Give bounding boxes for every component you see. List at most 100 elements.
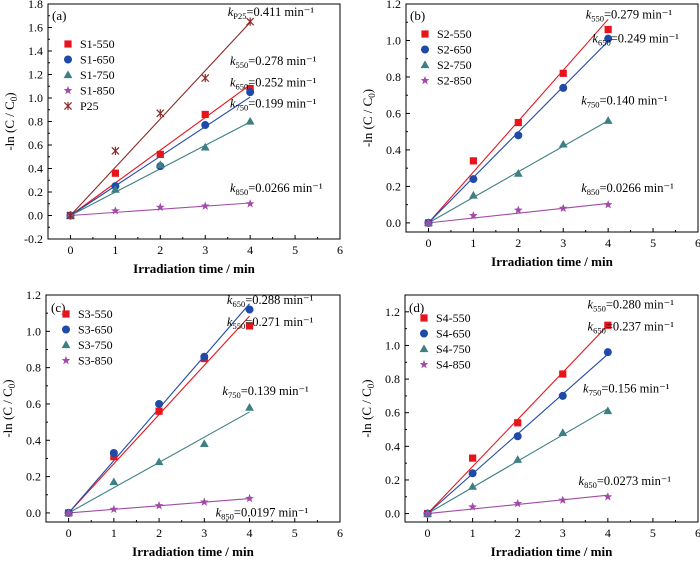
legend-marker-S3-850 xyxy=(61,355,71,365)
data-point-S4-550 xyxy=(604,321,612,329)
data-point-S4-850 xyxy=(423,508,432,518)
legend-entry-S2-650: S2-650 xyxy=(437,43,472,57)
legend-entry-S3-850: S3-850 xyxy=(78,354,113,368)
y-axis-title-sub: 0 xyxy=(7,383,17,388)
rate-constant-label: k750=0.199 min⁻¹ xyxy=(230,96,317,112)
fit-line-S1-850 xyxy=(70,202,251,217)
y-tick-label: 1.2 xyxy=(28,68,43,82)
rate-k-subscript: P25 xyxy=(233,11,246,21)
data-point-S3-850 xyxy=(199,497,209,506)
rate-constant-label: k750=0.156 min⁻¹ xyxy=(583,382,670,398)
data-point-S2-750 xyxy=(513,169,523,177)
fit-line-S2-850 xyxy=(428,202,609,224)
legend-marker-S2-550 xyxy=(421,30,429,38)
plot-frame xyxy=(45,294,341,523)
rate-k-value: =0.0266 min⁻¹ xyxy=(248,181,323,195)
rate-constant-label: k750=0.140 min⁻¹ xyxy=(581,93,668,109)
y-tick-label: 1.2 xyxy=(26,288,41,302)
y-axis-title: -ln (C / C0) xyxy=(2,92,19,150)
data-point-S1-850 xyxy=(200,201,210,210)
rate-constant-label: k850=0.0266 min⁻¹ xyxy=(581,181,674,197)
data-point-S4-750 xyxy=(513,455,523,463)
data-point-S4-550 xyxy=(559,370,567,378)
rate-k-subscript: 850 xyxy=(587,187,600,197)
panel-c: 0 1 2 3 4 5 6 0.0 0.2 0.4 0.6 0.8 1.0 1.2 Irradiation … xyxy=(0,288,343,559)
rate-k-value: =0.249 min⁻¹ xyxy=(611,31,679,45)
data-point-S2-850 xyxy=(558,203,568,213)
rate-k-value: =0.0197 min⁻¹ xyxy=(234,506,309,520)
legend-entry-P25: P25 xyxy=(80,99,99,113)
y-axis-title-sub: 0 xyxy=(367,93,377,98)
plot-frame xyxy=(405,3,699,233)
legend-entry-S1-550: S1-550 xyxy=(80,37,115,51)
data-point-S3-550 xyxy=(245,322,254,330)
data-point-S3-750 xyxy=(154,457,164,466)
rate-k-value: =0.139 min⁻¹ xyxy=(241,384,309,398)
y-axis-title-close: ) xyxy=(359,379,374,383)
x-tick-label: 4 xyxy=(247,526,253,540)
x-tick-label: 5 xyxy=(650,236,656,250)
x-tick-label: 3 xyxy=(201,526,207,540)
data-point-S2-850 xyxy=(603,200,613,209)
fit-line-S1-550 xyxy=(70,84,251,216)
rate-k: k xyxy=(230,96,236,110)
y-tick-label: 0.6 xyxy=(385,406,400,420)
y-tick-label: 0.0 xyxy=(28,209,43,223)
legend-entry-S2-550: S2-550 xyxy=(437,27,472,41)
x-tick-label: 0 xyxy=(425,526,431,540)
x-tick-label: 3 xyxy=(202,243,208,257)
data-point-S1-750 xyxy=(155,160,165,169)
legend-entry-S4-850: S4-850 xyxy=(436,358,471,372)
legend-entry-S2-850: S2-850 xyxy=(437,74,472,88)
data-point-S1-650 xyxy=(246,88,255,97)
data-point-P25 xyxy=(246,17,255,26)
x-tick-label: 0 xyxy=(66,526,72,540)
rate-k-subscript: 550 xyxy=(591,14,604,24)
data-point-S3-850 xyxy=(109,504,119,514)
y-axis-title-close: ) xyxy=(2,92,17,96)
rate-k: k xyxy=(228,5,234,19)
rate-k-value: =0.271 min⁻¹ xyxy=(245,315,313,329)
data-point-S2-550 xyxy=(604,25,612,34)
data-point-P25 xyxy=(201,73,210,83)
data-point-S3-850 xyxy=(154,501,164,510)
rate-constant-label: k650=0.249 min⁻¹ xyxy=(592,31,679,47)
legend-entry-S1-650: S1-650 xyxy=(80,53,115,67)
y-tick-label: 0.8 xyxy=(28,115,43,129)
x-tick-label: 4 xyxy=(605,526,611,540)
data-point-S4-650 xyxy=(603,348,612,357)
data-point-S3-850 xyxy=(64,508,73,517)
rate-k-subscript: 650 xyxy=(593,325,606,335)
rate-k: k xyxy=(579,474,585,488)
x-tick-label: 6 xyxy=(337,243,343,257)
legend-entry-S2-750: S2-750 xyxy=(437,58,472,72)
data-point-S3-850 xyxy=(245,493,254,503)
data-point-S2-850 xyxy=(469,210,478,220)
rate-constant-label: k650=0.237 min⁻¹ xyxy=(588,319,675,335)
rate-k-value: =0.156 min⁻¹ xyxy=(601,382,669,396)
y-tick-label: 0.0 xyxy=(386,216,401,230)
rate-k-subscript: 550 xyxy=(593,303,606,313)
legend-marker-S1-850 xyxy=(63,85,73,95)
data-point-S2-550 xyxy=(514,118,522,127)
rate-k-value: =0.0273 min⁻¹ xyxy=(597,474,672,488)
data-point-S4-650 xyxy=(558,391,567,400)
rate-k-subscript: 550 xyxy=(236,60,249,70)
data-point-S4-850 xyxy=(468,502,477,511)
legend-marker-S3-750 xyxy=(61,340,71,349)
rate-k: k xyxy=(222,384,228,398)
data-point-S2-550 xyxy=(559,69,567,77)
y-tick-label: -0.2 xyxy=(24,232,43,246)
rate-k-subscript: 750 xyxy=(589,388,602,398)
data-point-S4-850 xyxy=(513,498,523,508)
data-point-S1-550 xyxy=(156,150,164,158)
x-tick-label: 3 xyxy=(560,236,566,250)
data-point-S4-650 xyxy=(513,432,522,441)
rate-k: k xyxy=(230,181,236,195)
rate-k-value: =0.411 min⁻¹ xyxy=(246,5,314,19)
data-point-S4-650 xyxy=(468,469,477,478)
data-point-S4-850 xyxy=(558,495,568,504)
x-tick-label: 5 xyxy=(650,526,656,540)
legend-marker-P25 xyxy=(63,101,73,111)
